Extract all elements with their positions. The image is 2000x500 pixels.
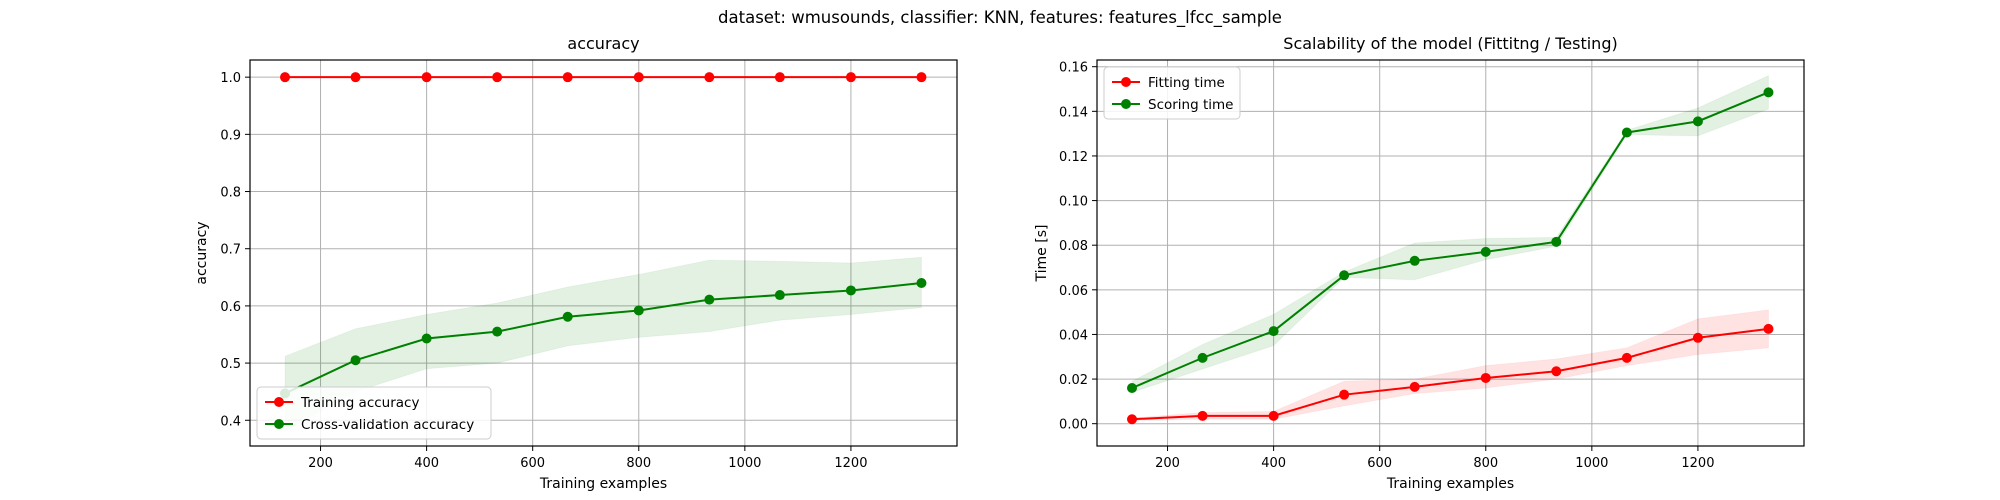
legend-box bbox=[256, 386, 492, 440]
x-tick-label: 1200 bbox=[834, 456, 867, 471]
data-point bbox=[1197, 410, 1208, 421]
legend-label: Training accuracy bbox=[300, 395, 419, 411]
data-point bbox=[562, 72, 573, 83]
x-axis-label: Training examples bbox=[1386, 476, 1514, 492]
data-point bbox=[1692, 116, 1703, 127]
x-tick-label: 200 bbox=[1155, 456, 1180, 471]
data-point bbox=[1480, 372, 1491, 383]
data-point bbox=[1409, 381, 1420, 392]
y-tick-label: 0.14 bbox=[1059, 105, 1088, 120]
data-point bbox=[1763, 323, 1774, 334]
x-tick-label: 1000 bbox=[728, 456, 761, 471]
chart-1: 200 400 600 800 1000 1200 0.4 0.5 0.6 0.7 0.8 0.9 1.… bbox=[194, 34, 958, 492]
data-point bbox=[492, 326, 503, 337]
y-tick-label: 0.06 bbox=[1059, 284, 1088, 299]
chart-2: 200 400 600 800 1000 1200 0.00 0.02 0.04 0.06 0.08… bbox=[1034, 34, 1805, 492]
y-tick-label: 0.00 bbox=[1059, 418, 1088, 433]
figure-suptitle: dataset: wmusounds, classifier: KNN, fea… bbox=[718, 8, 1282, 27]
y-tick-label: 1.0 bbox=[220, 71, 241, 86]
data-point bbox=[562, 311, 573, 322]
y-tick-label: 0.04 bbox=[1059, 328, 1088, 343]
y-tick-label: 0.10 bbox=[1059, 195, 1088, 210]
x-axis-label: Training examples bbox=[539, 476, 667, 492]
chart-title: Scalability of the model (Fittitng / Tes… bbox=[1283, 34, 1617, 53]
y-tick-label: 0.6 bbox=[220, 300, 241, 315]
y-axis-label: accuracy bbox=[194, 221, 210, 284]
x-tick-label: 800 bbox=[1473, 456, 1498, 471]
data-point bbox=[1268, 326, 1279, 337]
x-tick-label: 200 bbox=[308, 456, 333, 471]
data-point bbox=[916, 72, 927, 83]
series-band-2 bbox=[1131, 74, 1769, 394]
legend-swatch-marker bbox=[274, 397, 284, 407]
y-tick-label: 0.7 bbox=[220, 243, 241, 258]
y-tick-label: 0.12 bbox=[1059, 150, 1088, 165]
data-point bbox=[1763, 87, 1774, 98]
data-point bbox=[1339, 270, 1350, 281]
data-point bbox=[1127, 414, 1138, 425]
data-point bbox=[1268, 410, 1279, 421]
plot-frame bbox=[1096, 59, 1805, 447]
series-band-1 bbox=[1131, 309, 1769, 421]
data-point bbox=[1692, 332, 1703, 343]
data-point bbox=[1127, 382, 1138, 393]
y-tick-label: 0.5 bbox=[220, 357, 241, 372]
y-tick-label: 0.8 bbox=[220, 186, 241, 201]
legend-label: Fitting time bbox=[1148, 75, 1225, 91]
data-point bbox=[1339, 389, 1350, 400]
chart-title: accuracy bbox=[567, 34, 639, 53]
data-point bbox=[845, 285, 856, 296]
y-tick-label: 0.02 bbox=[1059, 373, 1088, 388]
y-tick-label: 0.4 bbox=[220, 414, 241, 429]
legend-label: Cross-validation accuracy bbox=[301, 417, 474, 433]
data-point bbox=[350, 72, 361, 83]
legend-swatch-marker bbox=[274, 419, 284, 429]
data-point bbox=[1197, 352, 1208, 363]
y-tick-label: 0.16 bbox=[1059, 61, 1088, 76]
data-point bbox=[916, 278, 927, 289]
legend: Training accuracy Cross-validation accura… bbox=[256, 386, 492, 440]
x-tick-label: 800 bbox=[626, 456, 651, 471]
data-point bbox=[1621, 352, 1632, 363]
data-point bbox=[492, 72, 503, 83]
series-band-2 bbox=[284, 256, 922, 433]
data-point bbox=[350, 355, 361, 366]
x-tick-label: 600 bbox=[520, 456, 545, 471]
data-point bbox=[774, 72, 785, 83]
data-point bbox=[633, 72, 644, 83]
data-point bbox=[280, 72, 291, 83]
series-line-2 bbox=[284, 282, 922, 395]
data-point bbox=[421, 72, 432, 83]
y-tick-label: 0.08 bbox=[1059, 239, 1088, 254]
y-axis-label: Time [s] bbox=[1034, 225, 1050, 283]
data-point bbox=[774, 290, 785, 301]
series-line-1 bbox=[1131, 327, 1769, 421]
x-tick-label: 600 bbox=[1367, 456, 1392, 471]
data-point bbox=[704, 294, 715, 305]
legend: Fitting time Scoring time bbox=[1103, 66, 1241, 120]
data-point bbox=[1409, 255, 1420, 266]
data-point bbox=[1551, 366, 1562, 377]
data-point bbox=[421, 333, 432, 344]
x-tick-label: 400 bbox=[1261, 456, 1286, 471]
x-tick-label: 400 bbox=[414, 456, 439, 471]
data-point bbox=[633, 305, 644, 316]
x-tick-label: 1200 bbox=[1681, 456, 1714, 471]
data-point bbox=[1621, 127, 1632, 138]
series-line-2 bbox=[1131, 91, 1769, 389]
plot-frame bbox=[249, 59, 958, 447]
x-tick-label: 1000 bbox=[1575, 456, 1608, 471]
data-point bbox=[1480, 246, 1491, 257]
legend-box bbox=[1103, 66, 1241, 120]
legend-swatch-marker bbox=[1121, 99, 1131, 109]
data-point bbox=[845, 72, 856, 83]
y-tick-label: 0.9 bbox=[220, 128, 241, 143]
legend-swatch-marker bbox=[1121, 77, 1131, 87]
legend-label: Scoring time bbox=[1148, 97, 1233, 113]
data-point bbox=[704, 72, 715, 83]
data-point bbox=[1551, 236, 1562, 247]
